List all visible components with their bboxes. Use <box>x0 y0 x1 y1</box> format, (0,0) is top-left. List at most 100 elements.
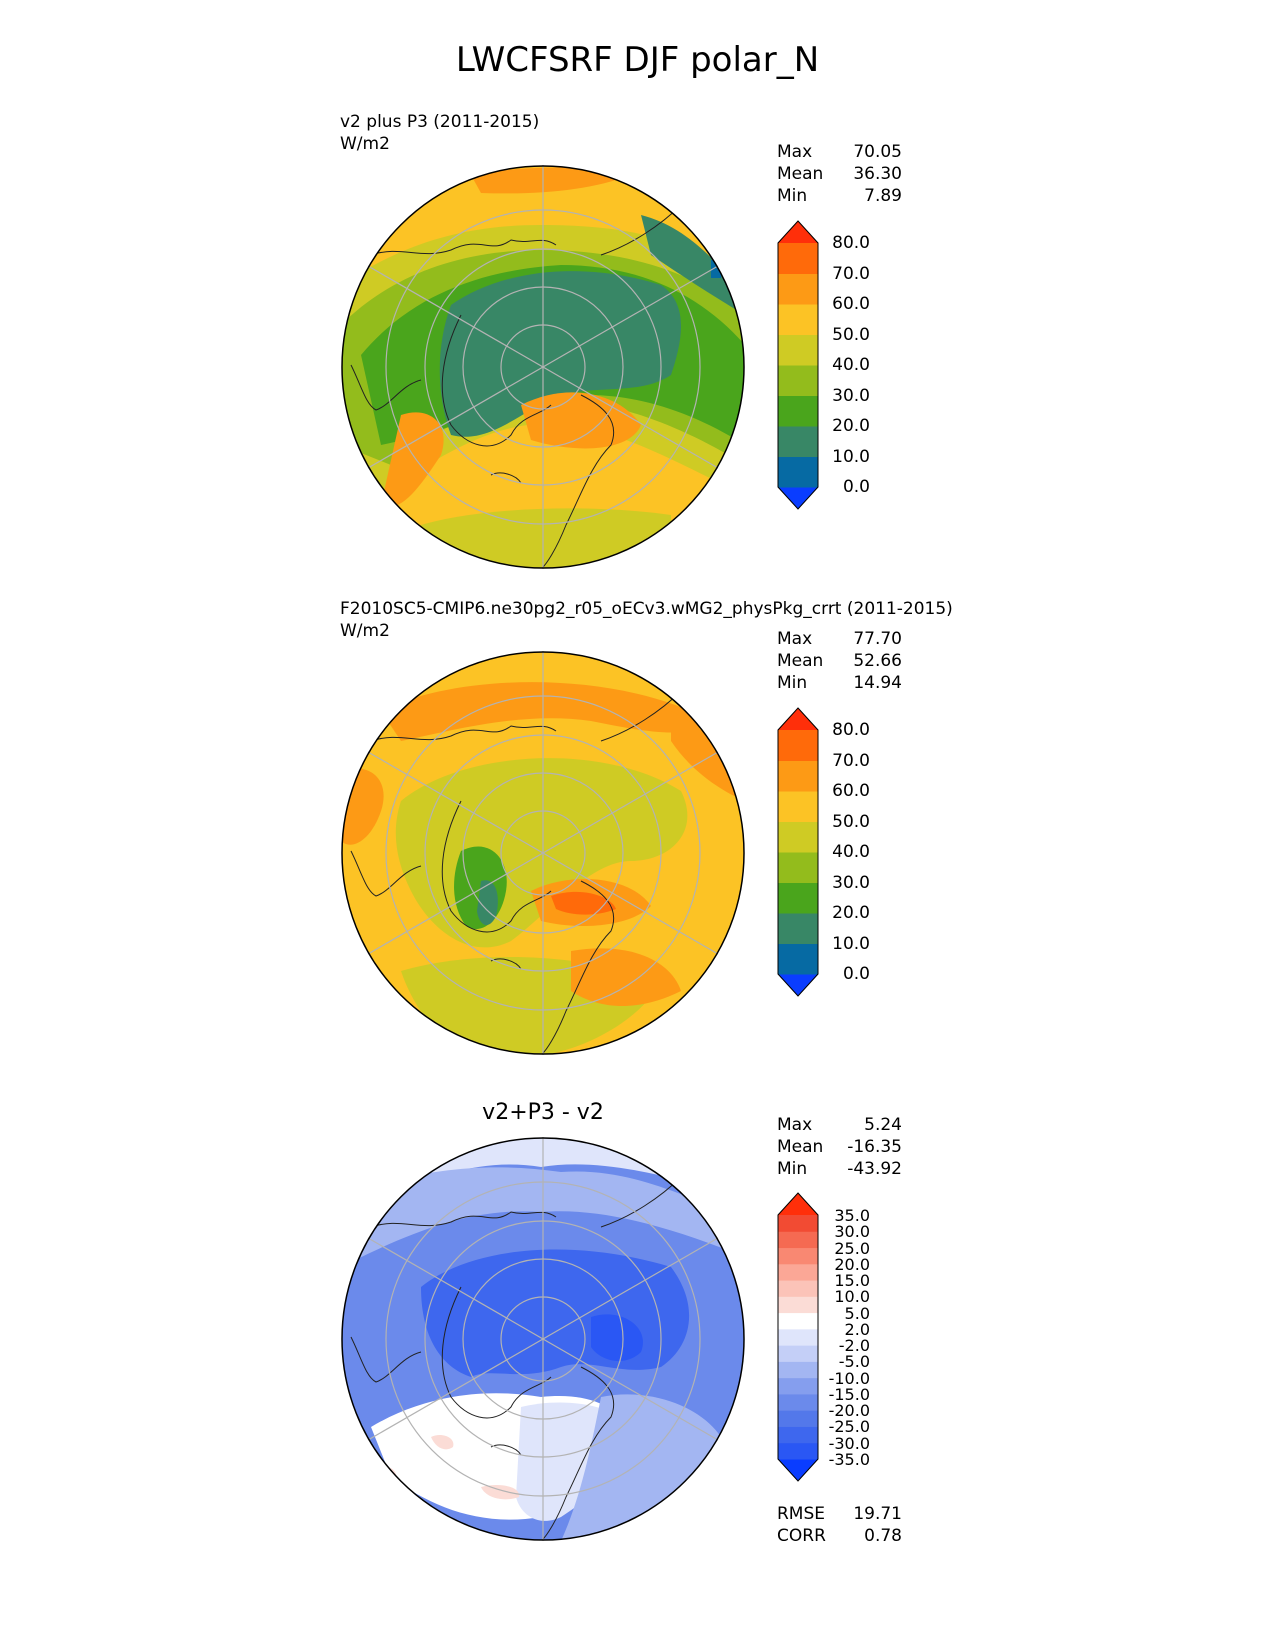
panel-3-field-dark-center <box>421 1249 690 1377</box>
panel-1-colorbar-swatch <box>778 365 818 396</box>
panel-2-map-border <box>341 651 745 1055</box>
panel-3-colorbar-over-triangle <box>778 1193 818 1215</box>
panel-3-colorbar-swatch <box>778 1393 818 1411</box>
panel-1-colorbar-tick-label: 20.0 <box>832 416 870 436</box>
panel-2-field-teal-spot <box>477 880 498 926</box>
panel-1-min-value: 7.89 <box>864 186 902 206</box>
panel-2-colorbar-over-triangle <box>778 708 818 730</box>
panel-3-field-light-band <box>342 1167 744 1267</box>
panel-3-colorbar <box>777 1192 819 1482</box>
panel-3-colorbar-tick-label: -15.0 <box>828 1384 870 1404</box>
panel-3-colorbar-swatch <box>778 1231 818 1249</box>
panel-2-min-label: Min <box>777 673 808 693</box>
panel-1-colorbar-labels: 80.0 70.0 60.0 50.0 40.0 30.0 20.0 10.0 0.0 <box>770 220 870 510</box>
panel-2-field-orange-right <box>671 711 744 801</box>
panel-1-colorbar-swatch <box>778 334 818 366</box>
panel-2-title-line-1: F2010SC5-CMIP6.ne30pg2_r05_oECv3.wMG2_ph… <box>340 599 953 619</box>
corr-value: 0.78 <box>864 1526 902 1546</box>
panel-2-colorbar-outline <box>777 707 819 997</box>
panel-2-mean-value: 52.66 <box>853 651 902 671</box>
panel-1-min-label: Min <box>777 186 808 206</box>
panel-3-field-red-patch-1 <box>431 1435 454 1450</box>
panel-3-colorbar-swatch <box>778 1328 818 1346</box>
panel-2-colorbar-tick-label: 30.0 <box>832 872 870 893</box>
panel-3-mean-value: -16.35 <box>847 1137 902 1157</box>
panel-2-colorbar-swatch <box>778 791 818 822</box>
panel-3-colorbar-tick-label: 35.0 <box>834 1206 870 1225</box>
panel-3-graticule <box>367 1137 719 1541</box>
panel-3-map-border <box>341 1137 745 1541</box>
panel-3-colorbar-tick-label: 20.0 <box>834 1254 870 1274</box>
panel-2-max-label: Max <box>777 629 813 649</box>
panel-3-min-value: -43.92 <box>847 1159 902 1179</box>
panel-1-colorbar-swatch <box>778 243 818 274</box>
panel-3-colorbar-tick-label: -20.0 <box>828 1401 870 1421</box>
panel-1-colorbar-swatch <box>778 273 818 305</box>
panel-1-colorbar-over-triangle <box>778 221 818 243</box>
panel-2-colorbar-under-triangle <box>778 974 818 996</box>
panel-3-colorbar-tick-label: 2.0 <box>844 1319 870 1339</box>
panel-2-polar-map <box>341 651 745 1055</box>
panel-1-field-blue-spot <box>711 260 721 278</box>
panel-2-max-value: 77.70 <box>853 629 902 649</box>
panel-1-field-north-teal <box>641 215 744 315</box>
panel-1-field-center-teal <box>439 271 681 437</box>
panel-3-min-label: Min <box>777 1159 808 1179</box>
panel-1-colorbar-tick-label: 70.0 <box>832 263 870 284</box>
panel-1-title-line-1: v2 plus P3 (2011-2015) <box>340 112 540 132</box>
panel-3-colorbar-tick-label: -2.0 <box>838 1336 870 1356</box>
panel-2-colorbar-tick-label: 50.0 <box>832 811 870 832</box>
panel-2-units: W/m2 <box>340 621 390 641</box>
panel-3-colorbar-swatch <box>778 1263 818 1281</box>
panel-2-graticule <box>367 651 719 1055</box>
panel-1-colorbar-tick-label: 0.0 <box>842 477 870 497</box>
panel-3-colorbar-swatch <box>778 1247 818 1265</box>
panel-1-colorbar-swatch <box>778 426 818 457</box>
panel-1-colorbar-tick-label: 10.0 <box>832 446 870 467</box>
panel-3-colorbar-outline <box>777 1192 819 1482</box>
panel-2-field-orange-top <box>381 682 711 741</box>
panel-3-colorbar-swatch <box>778 1296 818 1314</box>
panel-1-max-label: Max <box>777 142 813 162</box>
panel-2-colorbar-tick-label: 10.0 <box>832 933 870 954</box>
panel-3-colorbar-swatch <box>778 1215 818 1232</box>
panel-1-colorbar-swatch <box>778 456 818 488</box>
panel-1-title: v2 plus P3 (2011-2015) W/m2 <box>340 111 539 155</box>
panel-3-colorbar-swatch <box>778 1377 818 1395</box>
panel-2-colorbar-tick-label: 80.0 <box>832 720 870 740</box>
panel-2-mean-label: Mean <box>777 651 824 671</box>
panel-3-colorbar-swatch <box>778 1361 818 1379</box>
panel-2-colorbar-tick-label: 0.0 <box>842 964 870 984</box>
panel-2-colorbar-swatch <box>778 913 818 944</box>
panel-3-colorbar-swatch <box>778 1410 818 1427</box>
panel-2-title: F2010SC5-CMIP6.ne30pg2_r05_oECv3.wMG2_ph… <box>340 598 953 642</box>
panel-2-colorbar-swatch <box>778 760 818 792</box>
panel-2-colorbar-swatch <box>778 943 818 975</box>
panel-3-colorbar-tick-label: -30.0 <box>828 1433 870 1453</box>
panel-3-field-pale-right <box>561 1394 721 1540</box>
rmse-label: RMSE <box>777 1504 826 1524</box>
panel-3-colorbar-tick-label: 5.0 <box>844 1303 870 1323</box>
panel-1-colorbar-tick-label: 80.0 <box>832 233 870 253</box>
panel-1-colorbar-tick-label: 30.0 <box>832 385 870 406</box>
panel-2-colorbar-tick-label: 60.0 <box>832 781 870 801</box>
panel-3-colorbar-tick-label: 30.0 <box>834 1222 870 1242</box>
panel-3-colorbar-tick-label: 15.0 <box>834 1271 870 1291</box>
panel-2-colorbar-swatch <box>778 821 818 853</box>
panel-1-colorbar-under-triangle <box>778 487 818 509</box>
panel-2-field-orange-bottom <box>571 948 681 1006</box>
panel-3-colorbar-tick-label: -25.0 <box>828 1417 870 1437</box>
panel-3-colorbar-labels: 35.0 30.0 25.0 20.0 15.0 10.0 5.0 2.0 -2.0 -5.0 -1… <box>770 1192 870 1482</box>
panel-2-colorbar-swatch <box>778 852 818 883</box>
panel-2-colorbar-tick-label: 70.0 <box>832 750 870 771</box>
page-title: LWCFSRF DJF polar_N <box>455 40 820 80</box>
panel-1-colorbar-swatch <box>778 395 818 427</box>
panel-2-colorbar <box>777 707 819 997</box>
panel-1-field-orange-patch-2 <box>381 412 444 507</box>
panel-1-colorbar-outline <box>777 220 819 510</box>
panel-3-colorbar-swatch <box>778 1312 818 1330</box>
panel-3-colorbar-swatch <box>778 1426 818 1444</box>
panel-3-max-label: Max <box>777 1115 813 1135</box>
panel-3-title: v2+P3 - v2 <box>482 1100 604 1125</box>
panel-1-colorbar-tick-label: 50.0 <box>832 324 870 345</box>
